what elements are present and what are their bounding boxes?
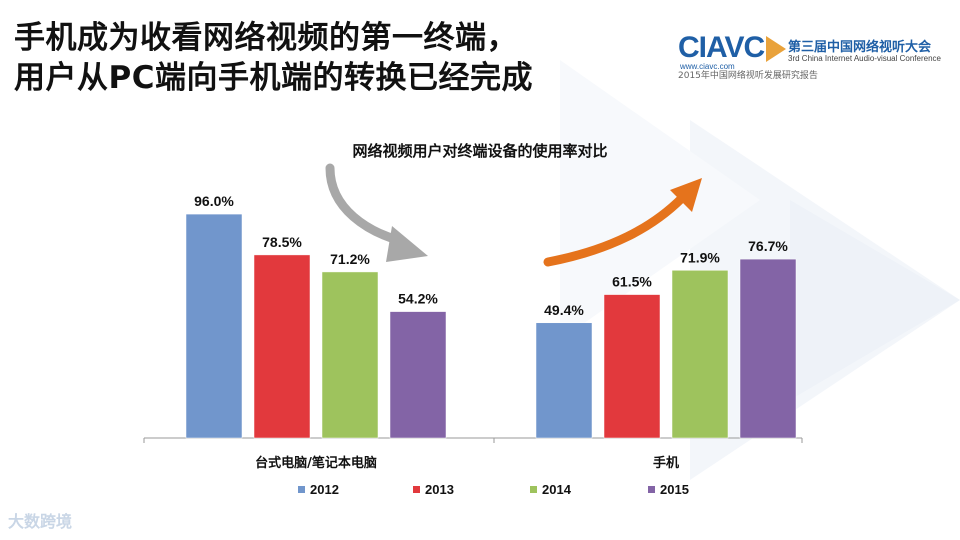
data-label: 71.2% xyxy=(330,251,370,267)
legend-entry: 2015 xyxy=(660,482,689,497)
bar xyxy=(535,322,593,439)
legend-swatch xyxy=(413,486,420,493)
report-subtitle: 2015年中国网络视听发展研究报告 xyxy=(678,71,818,81)
legend-swatch xyxy=(648,486,655,493)
down-trend-arrow xyxy=(325,163,403,245)
down-arrow-head xyxy=(386,226,428,262)
watermark: 大数跨境 xyxy=(8,512,73,531)
ciavc-logo: CIAVC www.ciavc.com 第三届中国网络视听大会 3rd Chin… xyxy=(678,30,948,82)
data-label: 49.4% xyxy=(544,302,584,318)
legend-swatch xyxy=(530,486,537,493)
conference-name-en: 3rd China Internet Audio-visual Conferen… xyxy=(788,54,941,63)
bar xyxy=(603,294,661,439)
conference-name-cn: 第三届中国网络视听大会 xyxy=(788,40,932,55)
data-label: 71.9% xyxy=(680,249,720,265)
data-label: 54.2% xyxy=(398,291,438,307)
data-label: 78.5% xyxy=(262,234,302,250)
logo-play-icon xyxy=(766,36,786,62)
bar xyxy=(321,271,379,439)
up-trend-arrow xyxy=(543,193,687,267)
bar xyxy=(671,270,729,439)
data-label: 76.7% xyxy=(748,238,788,254)
logo-url: www.ciavc.com xyxy=(680,62,735,71)
data-label: 61.5% xyxy=(612,274,652,290)
chart-title: 网络视频用户对终端设备的使用率对比 xyxy=(352,142,608,160)
bar xyxy=(185,213,243,439)
category-label: 手机 xyxy=(653,455,679,471)
legend-entry: 2014 xyxy=(542,482,572,497)
logo-mark: CIAVC xyxy=(678,31,765,64)
bar xyxy=(253,254,311,439)
data-label: 96.0% xyxy=(194,193,234,209)
bar xyxy=(739,258,797,439)
up-arrow-head xyxy=(670,178,702,212)
slide-headline: 手机成为收看网络视频的第一终端， 用户从PC端向手机端的转换已经完成 xyxy=(14,18,533,98)
legend-swatch xyxy=(298,486,305,493)
legend-entry: 2012 xyxy=(310,482,339,497)
legend-entry: 2013 xyxy=(425,482,454,497)
headline-line-1: 手机成为收看网络视频的第一终端， xyxy=(14,20,518,56)
category-label: 台式电脑/笔记本电脑 xyxy=(255,455,377,471)
bar xyxy=(389,311,447,439)
headline-line-2: 用户从PC端向手机端的转换已经完成 xyxy=(14,60,533,96)
